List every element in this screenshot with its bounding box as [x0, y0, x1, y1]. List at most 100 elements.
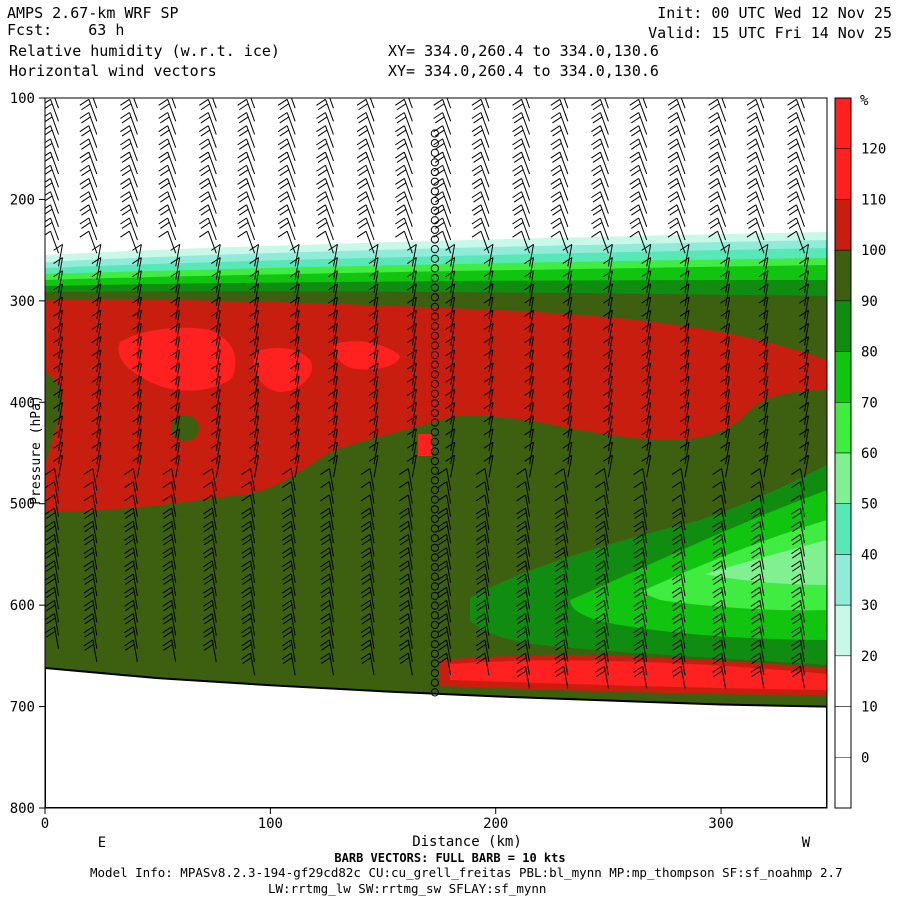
wind-barb-flag — [124, 481, 134, 489]
wind-barb-flag — [554, 534, 565, 541]
wind-barb-flag — [709, 103, 720, 111]
wind-barb-staff — [215, 323, 221, 346]
wind-barb-staff — [529, 389, 535, 412]
wind-barb-staff — [480, 217, 490, 241]
wind-barb-staff — [480, 99, 490, 122]
wind-barb-flag — [361, 564, 372, 572]
wind-barb-flag — [83, 547, 94, 555]
wind-barb-flag — [203, 525, 214, 533]
wind-barb-flag — [787, 98, 797, 106]
wind-barb-staff — [484, 534, 490, 557]
wind-barb-flag — [83, 613, 94, 620]
wind-barb-flag — [671, 481, 682, 489]
wind-barb-flag — [799, 454, 809, 462]
wind-barb-staff — [525, 587, 531, 610]
wind-barb-flag — [475, 481, 486, 489]
wind-barb-staff — [646, 310, 652, 333]
wind-barb-flag — [162, 481, 172, 489]
wind-barb-flag — [473, 142, 483, 150]
wind-barb-flag — [595, 599, 605, 607]
wind-barb-staff — [403, 178, 413, 201]
wind-barb-flag — [667, 138, 678, 146]
model-info-2: LW:rrtmg_lw SW:rrtmg_sw SFLAY:sf_mynn — [268, 881, 546, 896]
wind-barb-flag — [791, 520, 801, 528]
wind-barb-flag — [399, 564, 410, 572]
wind-barb-staff — [525, 573, 531, 597]
wind-barb-flag — [555, 577, 565, 585]
wind-barb-staff — [759, 666, 765, 689]
wind-barb-flag — [641, 402, 651, 410]
wind-barb-flag — [249, 428, 259, 436]
colorbar-label: 40 — [861, 547, 878, 563]
wind-barb-flag — [791, 577, 802, 585]
wind-barb-staff — [403, 191, 413, 214]
wind-barb-flag — [720, 296, 730, 304]
wind-barb-flag — [513, 195, 524, 203]
wind-barb-flag — [358, 156, 368, 163]
wind-barb-flag — [512, 191, 522, 199]
wind-barb-staff — [92, 639, 98, 663]
wind-barb-staff — [755, 112, 765, 135]
wind-barb-flag — [407, 257, 417, 264]
wind-barb-flag — [289, 428, 300, 436]
wind-barb-staff — [132, 481, 138, 504]
wind-barb-staff — [442, 125, 452, 148]
wind-barb-flag — [555, 564, 565, 572]
wind-barb-flag — [53, 402, 63, 410]
wind-barb-staff — [759, 639, 765, 663]
wind-barb-flag — [395, 178, 405, 185]
wind-barb-flag — [747, 86, 756, 92]
wind-barb-staff — [290, 653, 296, 676]
wind-barb-staff — [58, 389, 64, 412]
wind-barb-staff — [721, 521, 727, 544]
wind-barb-staff — [211, 613, 217, 636]
wind-barb-flag — [524, 375, 534, 383]
wind-barb-staff — [488, 428, 494, 452]
wind-barb-flag — [471, 217, 482, 225]
wind-barb-flag — [746, 191, 757, 199]
wind-barb-flag — [160, 221, 170, 229]
calm-wind-circle — [430, 283, 439, 292]
wind-barb-flag — [551, 86, 560, 92]
wind-barb-staff — [254, 455, 260, 478]
wind-barb-flag — [641, 309, 651, 317]
wind-barb-flag — [328, 296, 338, 304]
wind-barb-flag — [641, 441, 651, 449]
wind-barb-flag — [53, 283, 63, 291]
wind-barb-flag — [595, 643, 606, 651]
wind-barb-staff — [567, 402, 573, 425]
wind-barb-staff — [215, 442, 221, 465]
wind-barb-flag — [517, 551, 527, 559]
wind-barb-flag — [241, 468, 251, 475]
wind-barb-flag — [633, 534, 643, 541]
wind-barb-staff — [211, 626, 217, 649]
wind-barb-flag — [516, 507, 526, 515]
wind-barb-flag — [396, 221, 407, 229]
colorbar-swatch — [834, 452, 852, 504]
wind-barb-flag — [395, 191, 405, 199]
wind-barb-staff — [175, 349, 181, 372]
wind-barb-staff — [132, 560, 138, 583]
wind-barb-staff — [211, 494, 217, 517]
wind-barb-flag — [550, 98, 561, 106]
wind-barb-flag — [591, 86, 600, 92]
wind-barb-flag — [552, 169, 562, 177]
wind-barb-flag — [160, 208, 170, 216]
wind-barb-flag — [53, 296, 63, 304]
wind-barb-staff — [54, 521, 60, 544]
wind-barb-staff — [763, 349, 769, 372]
wind-barb-flag — [238, 86, 247, 92]
wind-barb-staff — [294, 428, 300, 452]
wind-barb-flag — [282, 577, 293, 585]
wind-barb-flag — [517, 630, 527, 638]
wind-barb-flag — [84, 551, 94, 559]
wind-barb-flag — [748, 182, 758, 190]
calm-wind-circle — [430, 582, 439, 591]
wind-barb-flag — [720, 309, 730, 317]
wind-barb-flag — [282, 643, 293, 651]
wind-barb-flag — [91, 375, 102, 383]
wind-barb-flag — [239, 91, 248, 97]
wind-barb-flag — [158, 138, 168, 146]
wind-barb-flag — [433, 164, 443, 172]
wind-barb-flag — [91, 270, 102, 278]
